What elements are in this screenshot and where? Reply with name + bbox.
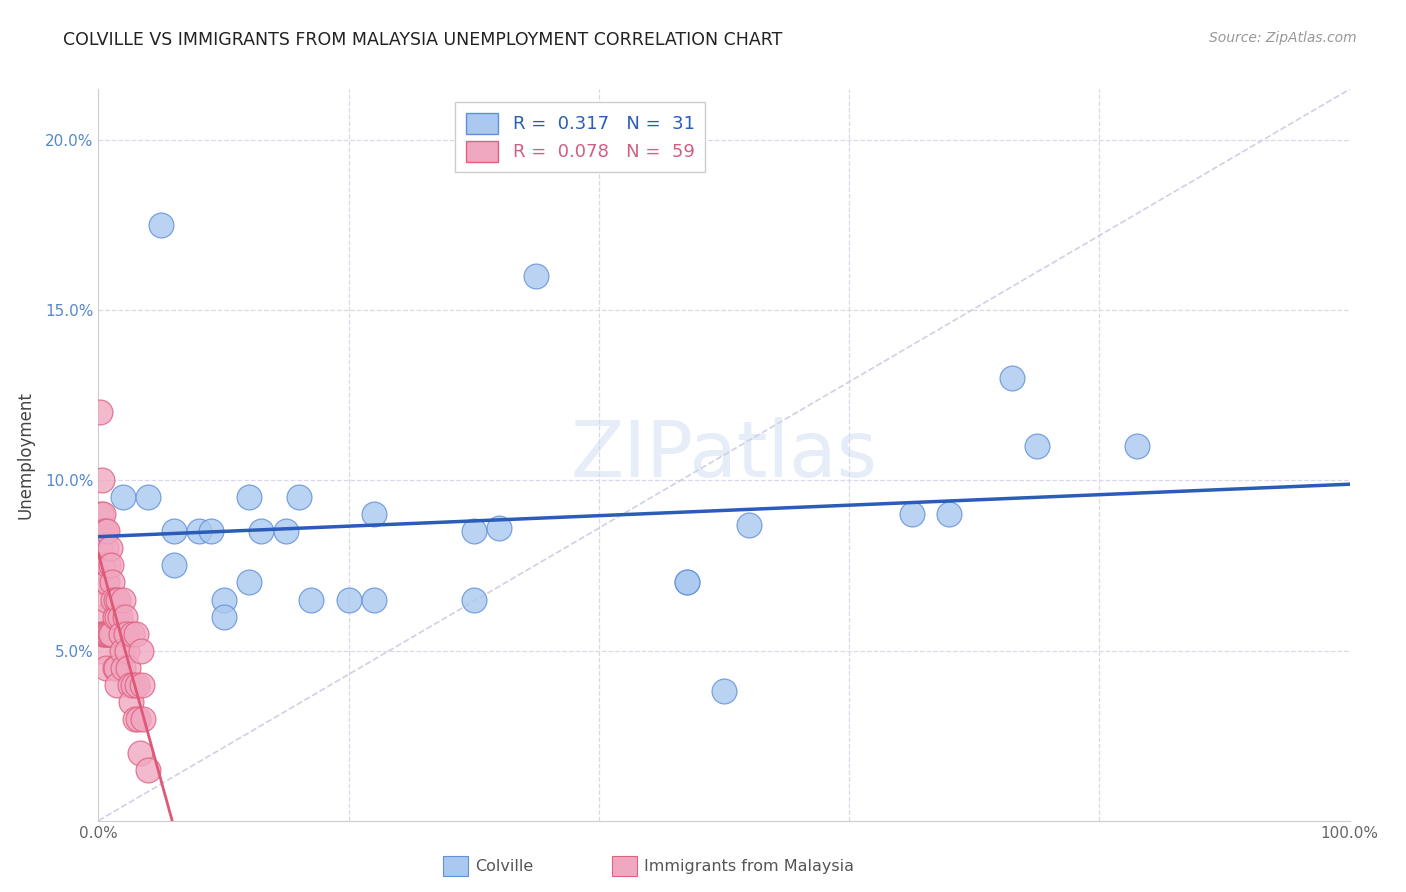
Point [111,643,134,657]
Point [89,541,111,556]
Point [90,626,112,640]
Point [121,626,143,640]
Point [675,575,697,590]
Point [713,684,735,698]
Point [463,524,485,539]
Point [488,521,510,535]
Point [127,712,149,726]
Point [337,592,360,607]
Point [94,541,117,556]
Point [127,677,149,691]
Point [93,575,115,590]
Point [97,558,120,573]
Point [104,660,127,674]
Point [104,660,127,674]
Point [212,592,235,607]
Point [132,712,155,726]
Point [938,508,960,522]
Point [122,677,145,691]
Point [105,677,128,691]
Point [110,626,132,640]
Point [89,609,111,624]
Point [138,763,160,777]
Point [1026,439,1049,453]
Point [98,626,121,640]
Point [238,491,260,505]
Point [124,712,146,726]
Point [200,524,222,539]
Point [238,575,260,590]
Text: Colville: Colville [475,859,533,873]
Point [900,508,922,522]
Point [117,660,139,674]
Point [125,626,148,640]
Point [118,677,141,691]
Point [108,609,131,624]
Point [120,695,142,709]
Point [524,269,547,284]
Point [90,508,112,522]
Point [97,626,120,640]
Point [112,592,135,607]
Point [91,643,114,657]
Point [93,626,115,640]
Point [91,524,114,539]
Point [105,609,128,624]
Y-axis label: Unemployment: Unemployment [15,391,34,519]
Point [103,592,125,607]
Point [104,592,127,607]
Point [1001,371,1024,385]
Point [101,575,124,590]
Text: ZIPatlas: ZIPatlas [571,417,877,493]
Point [100,626,122,640]
Point [162,558,184,573]
Text: Source: ZipAtlas.com: Source: ZipAtlas.com [1209,31,1357,45]
Point [463,592,485,607]
Point [212,609,235,624]
Point [107,592,129,607]
Point [91,575,114,590]
Point [91,474,114,488]
Point [98,541,121,556]
Point [112,491,135,505]
Point [250,524,273,539]
Point [1126,439,1149,453]
Point [93,524,115,539]
Point [112,660,135,674]
Point [90,558,112,573]
Point [162,524,184,539]
Point [738,517,761,532]
Point [115,643,138,657]
Point [138,491,160,505]
Point [94,660,117,674]
Point [96,626,118,640]
Point [274,524,298,539]
Point [96,524,118,539]
Point [187,524,209,539]
Legend: R =  0.317   N =  31, R =  0.078   N =  59: R = 0.317 N = 31, R = 0.078 N = 59 [456,102,706,172]
Point [363,592,385,607]
Point [114,609,136,624]
Point [128,746,150,760]
Point [96,575,118,590]
Point [104,609,127,624]
Point [93,626,115,640]
Point [363,508,385,522]
Point [131,677,153,691]
Point [100,558,122,573]
Point [93,558,115,573]
Point [150,219,173,233]
Point [89,405,111,419]
Point [93,508,115,522]
Point [94,592,117,607]
Point [287,491,309,505]
Text: Immigrants from Malaysia: Immigrants from Malaysia [644,859,853,873]
Text: COLVILLE VS IMMIGRANTS FROM MALAYSIA UNEMPLOYMENT CORRELATION CHART: COLVILLE VS IMMIGRANTS FROM MALAYSIA UNE… [63,31,783,49]
Point [129,643,152,657]
Point [299,592,322,607]
Point [675,575,697,590]
Point [115,626,138,640]
